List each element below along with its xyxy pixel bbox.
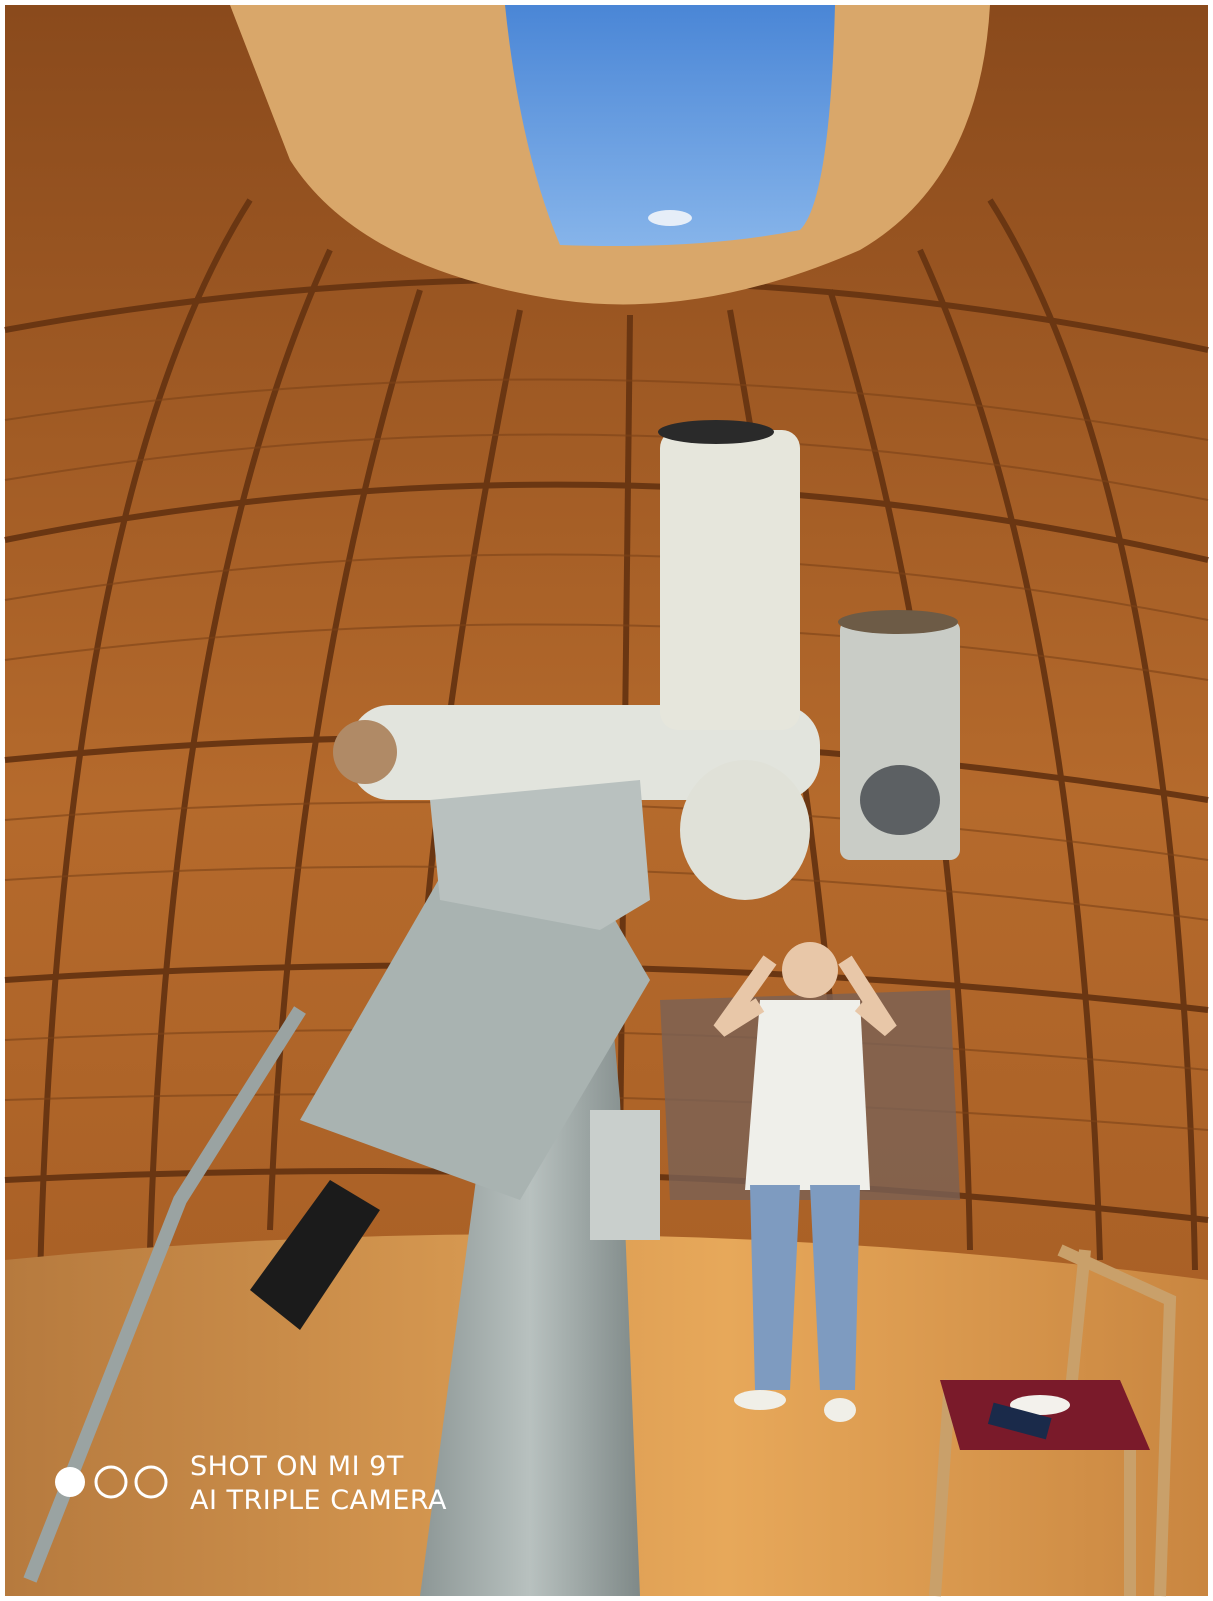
shirt: [745, 1000, 870, 1190]
watermark-line: AI TRIPLE CAMERA: [190, 1485, 447, 1516]
page: SHOT ON MI 9T AI TRIPLE CAMERA (() => { …: [0, 0, 1213, 1601]
shoe: [824, 1398, 856, 1422]
shoe: [734, 1390, 786, 1410]
lens-icon: [55, 1467, 85, 1497]
sky: [505, 5, 835, 246]
head: [782, 942, 838, 998]
solar-screen: [860, 765, 940, 835]
upright-tube: [660, 430, 800, 730]
control-box: [590, 1110, 660, 1240]
tube-joint: [680, 760, 810, 900]
photo: SHOT ON MI 9T AI TRIPLE CAMERA: [0, 0, 1213, 1601]
counterweight: [333, 720, 397, 784]
cloud: [648, 210, 692, 226]
tube-opening: [658, 420, 774, 444]
watermark-line: SHOT ON MI 9T: [190, 1451, 404, 1482]
solar-cap: [838, 610, 958, 634]
